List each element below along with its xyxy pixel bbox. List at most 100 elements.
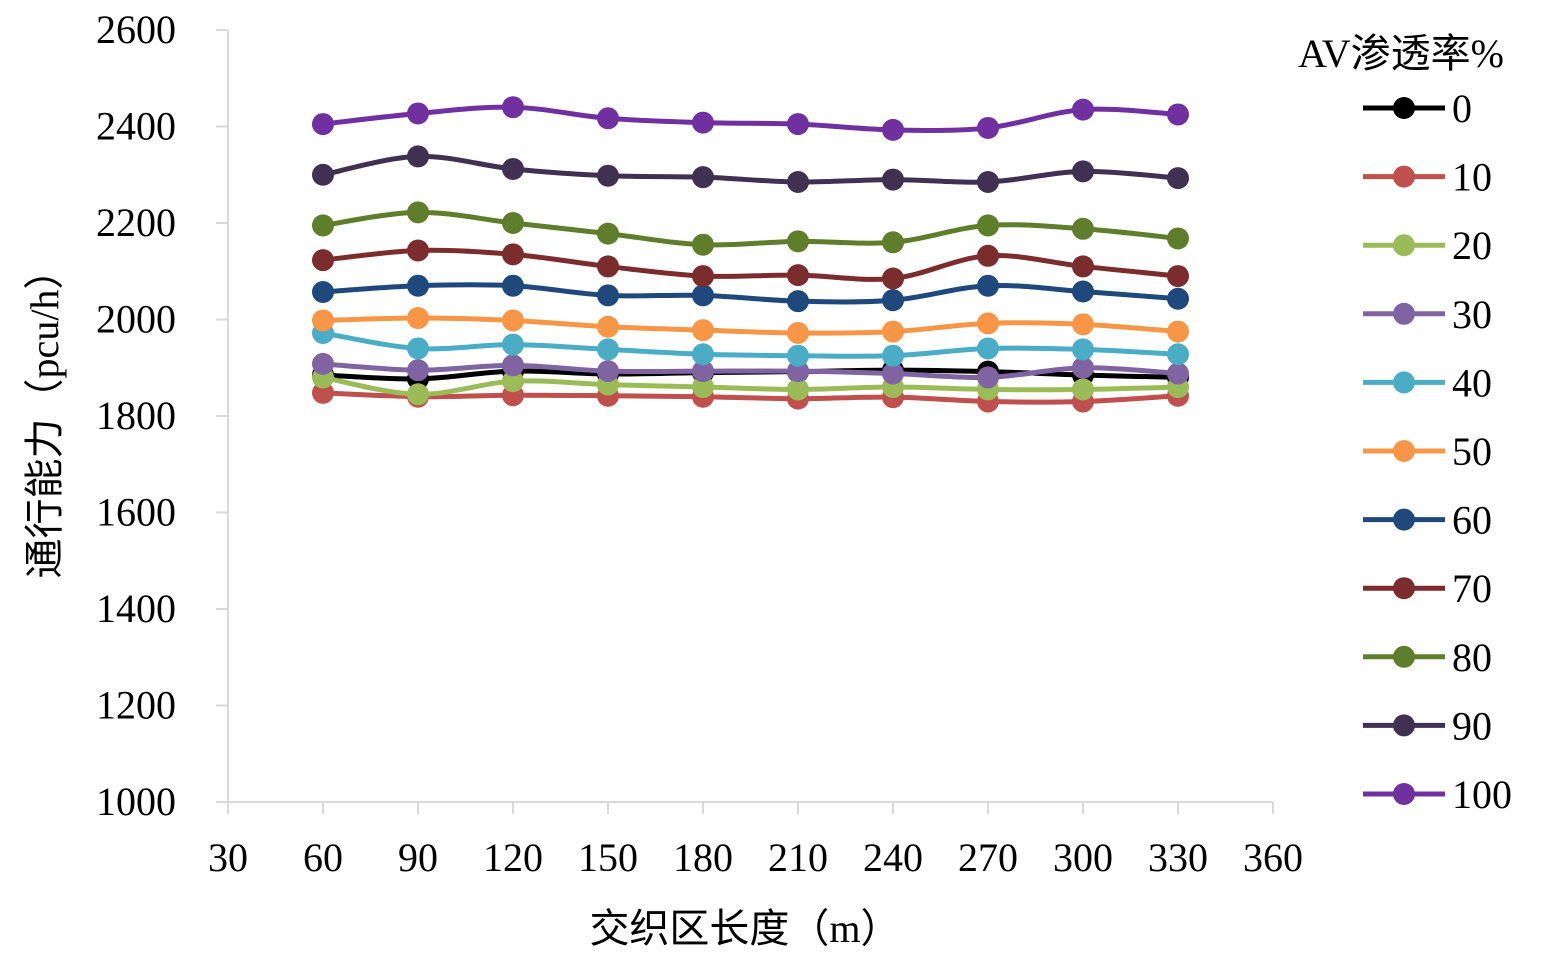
x-tick-label: 120 xyxy=(483,835,543,880)
x-tick-label: 210 xyxy=(768,835,828,880)
data-point xyxy=(312,381,334,404)
data-point xyxy=(1072,313,1094,336)
series-line xyxy=(320,282,1181,305)
data-point xyxy=(1072,338,1094,361)
series-line xyxy=(320,153,1181,185)
x-tick-label: 360 xyxy=(1243,835,1303,880)
data-point xyxy=(977,366,999,389)
series-30 xyxy=(312,352,1189,389)
data-point xyxy=(882,267,904,290)
legend-marker xyxy=(1393,440,1415,462)
data-point xyxy=(977,274,999,297)
data-point xyxy=(1167,362,1189,385)
data-point xyxy=(977,116,999,139)
legend-marker xyxy=(1393,234,1415,257)
x-tick-label: 270 xyxy=(958,835,1018,880)
y-tick-label: 2200 xyxy=(96,200,176,245)
data-point xyxy=(787,322,809,345)
legend-label: 0 xyxy=(1452,86,1472,131)
legend-label: 70 xyxy=(1452,566,1492,611)
data-point xyxy=(692,376,714,399)
x-tick-label: 330 xyxy=(1148,835,1208,880)
data-point xyxy=(1167,320,1189,343)
data-point xyxy=(977,244,999,267)
y-tick-label: 1400 xyxy=(96,586,176,631)
data-point xyxy=(787,344,809,367)
data-point xyxy=(407,201,429,224)
data-point xyxy=(597,284,619,307)
legend-label: 100 xyxy=(1452,772,1512,817)
series-70 xyxy=(312,239,1189,290)
legend-label: 60 xyxy=(1452,498,1492,543)
legend-marker xyxy=(1393,97,1415,119)
data-point xyxy=(407,102,429,125)
data-point xyxy=(692,265,714,288)
data-point xyxy=(692,360,714,383)
x-tick-label: 30 xyxy=(208,835,248,880)
axes: 1000 1200 1400 1600 1800 2000 2200 2400 2600 30 60… xyxy=(96,7,1303,880)
series-100 xyxy=(312,96,1189,141)
data-point xyxy=(407,337,429,360)
series-50 xyxy=(312,307,1189,345)
data-point xyxy=(502,274,524,297)
y-tick-label: 1800 xyxy=(96,393,176,438)
legend-label: 20 xyxy=(1452,223,1492,268)
data-point xyxy=(977,312,999,335)
data-point xyxy=(882,320,904,343)
data-point xyxy=(787,230,809,253)
series-line xyxy=(320,247,1181,282)
data-point xyxy=(502,354,524,377)
data-point xyxy=(597,164,619,187)
data-point xyxy=(1167,287,1189,310)
series-line xyxy=(320,374,1181,397)
data-point xyxy=(1167,103,1189,126)
data-point xyxy=(1167,265,1189,288)
x-tick-label: 60 xyxy=(303,835,343,880)
x-tick-label: 300 xyxy=(1053,835,1113,880)
data-point xyxy=(597,315,619,338)
legend-marker xyxy=(1393,714,1415,737)
legend-entry: 80 xyxy=(1363,635,1492,680)
data-point xyxy=(692,319,714,342)
legend-entry: 50 xyxy=(1363,429,1492,474)
data-point xyxy=(977,337,999,360)
legend-marker xyxy=(1393,783,1415,805)
y-tick-label: 2600 xyxy=(96,7,176,52)
data-point xyxy=(1072,98,1094,121)
legend-entry: 100 xyxy=(1363,772,1512,817)
legend-marker xyxy=(1393,508,1415,531)
legend-marker xyxy=(1393,577,1415,600)
legend-label: 80 xyxy=(1452,635,1492,680)
data-point xyxy=(312,163,334,186)
legend-label: 50 xyxy=(1452,429,1492,474)
series-40 xyxy=(312,322,1189,367)
data-point xyxy=(597,338,619,361)
data-point xyxy=(597,255,619,278)
data-point xyxy=(312,113,334,136)
data-point xyxy=(407,307,429,330)
data-point xyxy=(977,170,999,193)
data-point xyxy=(1072,378,1094,401)
legend-entry: 40 xyxy=(1363,360,1492,405)
series-line xyxy=(320,315,1181,336)
data-point xyxy=(787,113,809,136)
data-point xyxy=(597,107,619,130)
data-point xyxy=(502,333,524,356)
data-point xyxy=(407,274,429,297)
data-point xyxy=(882,362,904,385)
series-line xyxy=(320,104,1181,133)
series-80 xyxy=(312,201,1189,256)
data-point xyxy=(502,243,524,266)
legend-entry: 60 xyxy=(1363,498,1492,543)
legend-marker xyxy=(1393,645,1415,668)
data-point xyxy=(312,352,334,375)
legend-entry: 10 xyxy=(1363,155,1492,200)
legend-entry: 90 xyxy=(1363,703,1492,748)
series-60 xyxy=(312,274,1189,313)
data-point xyxy=(312,309,334,332)
legend-label: 90 xyxy=(1452,703,1492,748)
data-point xyxy=(1167,167,1189,190)
y-tick-label: 2000 xyxy=(96,297,176,342)
data-point xyxy=(787,378,809,401)
